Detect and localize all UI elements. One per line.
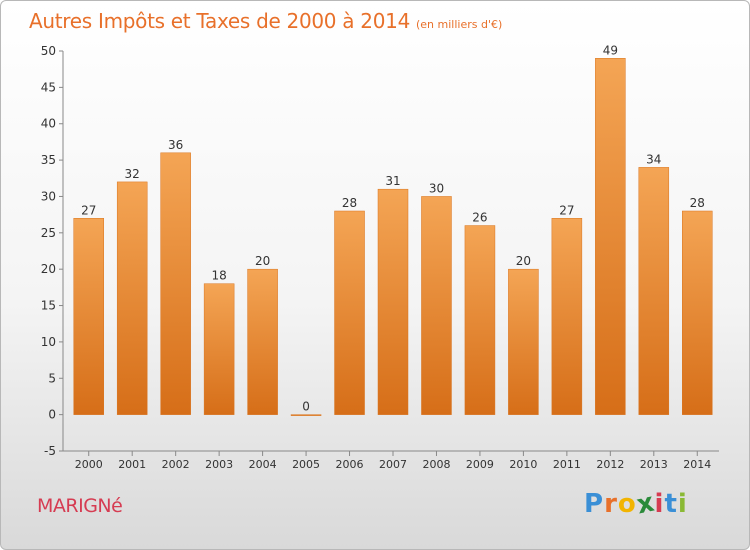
chart-title: Autres Impôts et Taxes de 2000 à 2014 (en…: [29, 9, 502, 33]
bar: [73, 218, 104, 415]
chart-title-text: Autres Impôts et Taxes de 2000 à 2014: [29, 9, 410, 33]
bar-value-label: 36: [168, 138, 183, 152]
bar: [464, 225, 496, 415]
bar: [160, 152, 191, 415]
x-tick-label: 2008: [422, 458, 450, 471]
bar-value-label: 20: [516, 254, 531, 268]
bar-value-label: 18: [211, 269, 226, 283]
proxiti-logo-letter: o: [617, 489, 637, 519]
x-tick-label: 2000: [75, 458, 103, 471]
y-tick-label: 25: [41, 226, 56, 240]
y-tick-label: 20: [41, 262, 56, 276]
bar-value-label: 49: [603, 43, 618, 57]
y-tick-label: 50: [41, 44, 56, 58]
bar-value-label: 20: [255, 254, 270, 268]
bar: [247, 268, 278, 415]
proxiti-logo-letter: P: [584, 489, 605, 519]
proxiti-logo-letter: r: [604, 489, 618, 519]
bar-value-label: 34: [646, 152, 661, 166]
proxiti-logo-letter: i: [677, 489, 688, 519]
x-tick-label: 2011: [553, 458, 581, 471]
x-tick-label: 2013: [640, 458, 668, 471]
x-tick-label: 2012: [596, 458, 624, 471]
y-tick-label: 5: [48, 371, 56, 385]
bar-value-label: 27: [81, 203, 96, 217]
x-tick-label: 2005: [292, 458, 320, 471]
bar: [595, 58, 626, 415]
bar-value-label: 28: [690, 196, 705, 210]
bar-value-label: 27: [559, 203, 574, 217]
town-name: MARIGNé: [37, 495, 123, 517]
y-tick-label: 0: [48, 408, 56, 422]
bar: [116, 181, 148, 415]
bar: [682, 210, 713, 415]
chart-subtitle: (en milliers d'€): [416, 18, 503, 31]
bar: [334, 210, 365, 415]
y-tick-label: 40: [41, 117, 56, 131]
bar-value-label: 26: [472, 211, 487, 225]
y-tick-label: 30: [41, 189, 56, 203]
bar-value-label: 31: [385, 174, 400, 188]
x-tick-label: 2004: [249, 458, 277, 471]
bar-value-label: 30: [429, 181, 444, 195]
x-tick-label: 2001: [118, 458, 146, 471]
x-tick-label: 2002: [162, 458, 190, 471]
x-tick-label: 2010: [509, 458, 537, 471]
bar: [508, 268, 539, 415]
proxiti-logo-letter: t: [664, 489, 678, 519]
bar: [377, 188, 409, 415]
bar-value-label: 32: [125, 167, 140, 181]
bar-value-label: 0: [302, 400, 310, 414]
y-tick-label: 15: [41, 299, 56, 313]
bar: [551, 218, 583, 415]
x-tick-label: 2006: [336, 458, 364, 471]
x-tick-label: 2007: [379, 458, 407, 471]
bar-value-label: 28: [342, 196, 357, 210]
x-tick-label: 2003: [205, 458, 233, 471]
proxiti-logo-letter: i: [654, 489, 665, 519]
x-tick-label: 2009: [466, 458, 494, 471]
y-tick-label: 45: [41, 80, 56, 94]
y-tick-label: 10: [41, 335, 56, 349]
y-tick-label: -5: [44, 444, 56, 458]
bar: [203, 283, 235, 415]
proxiti-logo: Proxiti: [584, 487, 688, 520]
x-tick-label: 2014: [683, 458, 711, 471]
y-tick-label: 35: [41, 153, 56, 167]
bar: [290, 414, 322, 416]
bar: [638, 167, 670, 415]
bar: [421, 196, 452, 415]
